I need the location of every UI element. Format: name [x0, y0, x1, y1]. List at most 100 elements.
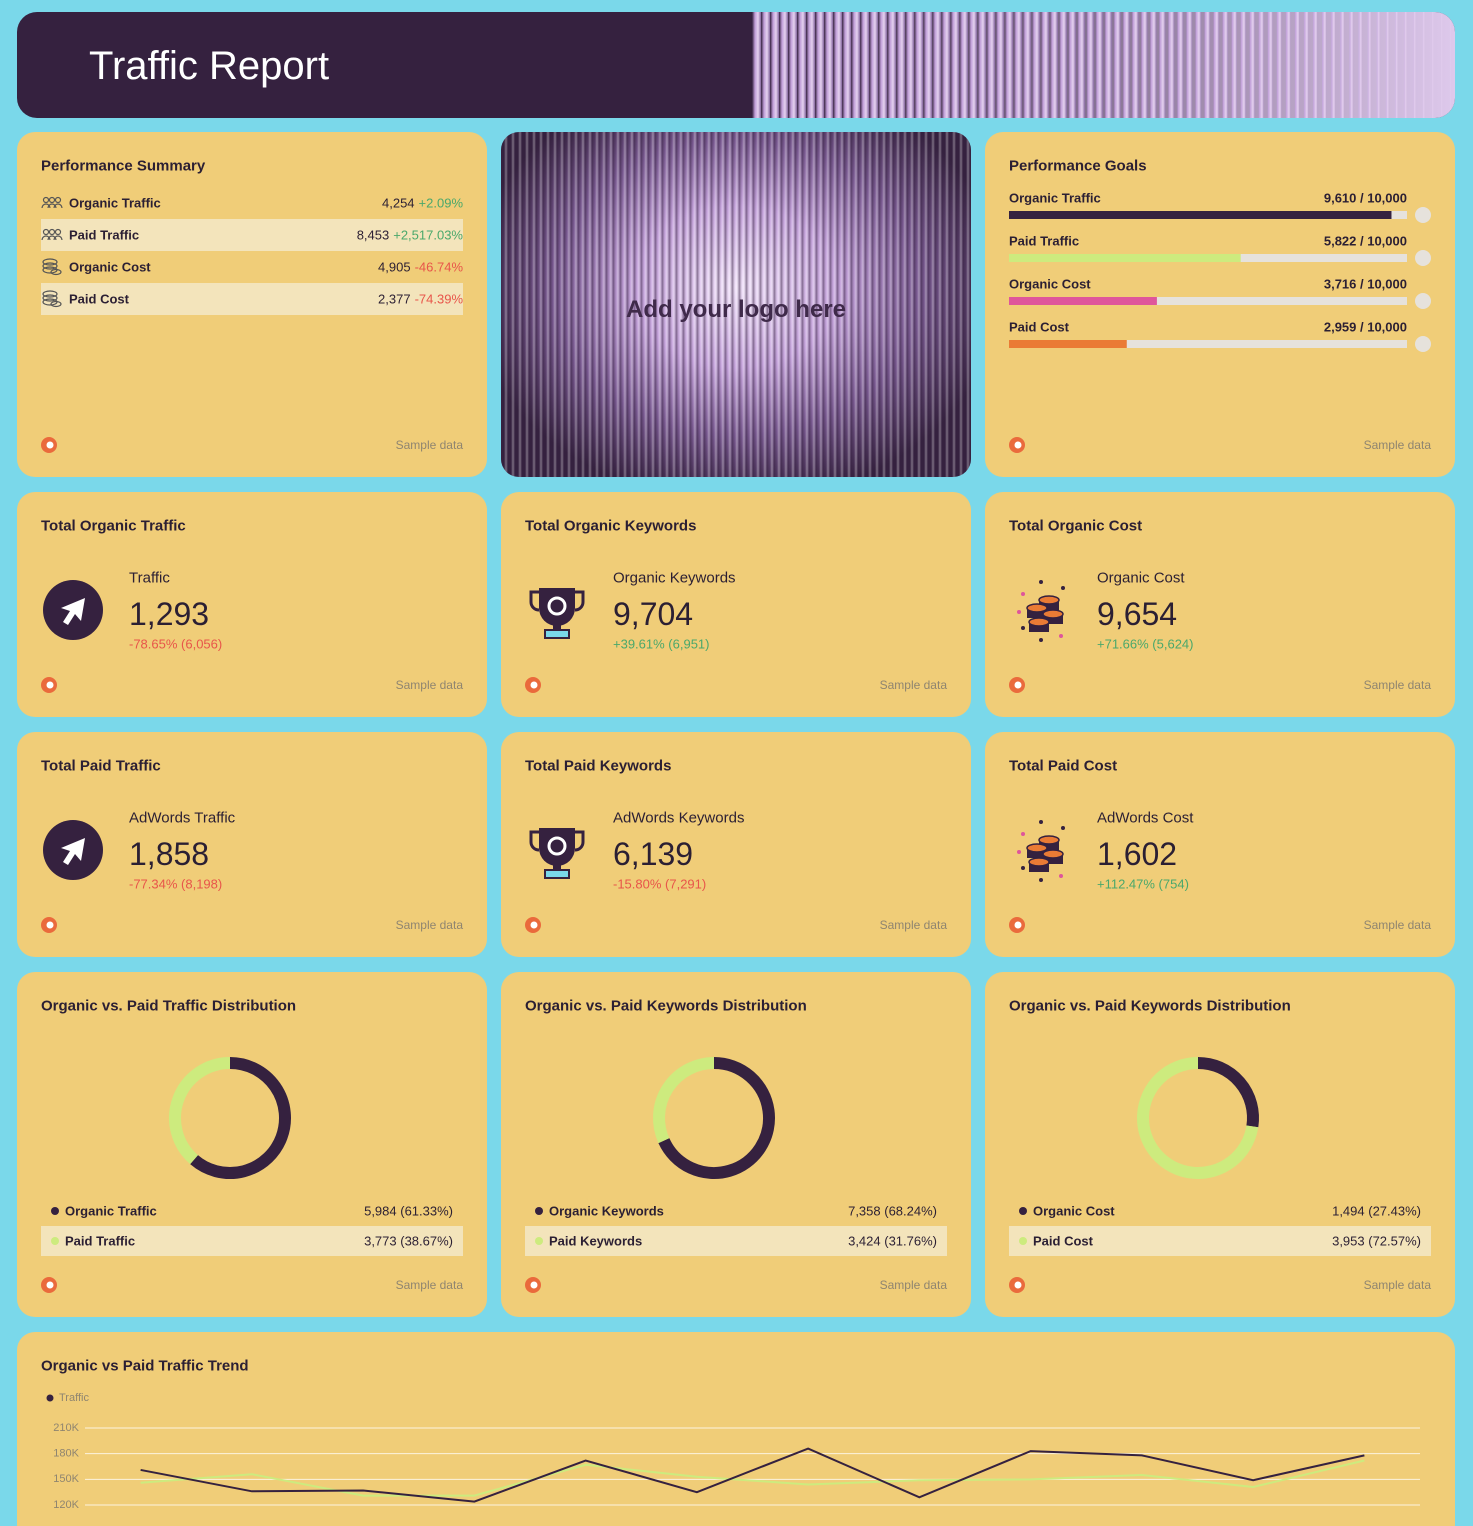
- kpi-metric: AdWords Cost: [1097, 809, 1194, 827]
- goal-marker: [1415, 336, 1431, 352]
- icon-coins: [1029, 862, 1049, 872]
- y-tick-label: 120K: [53, 1499, 79, 1511]
- icon-trophy-ring: [547, 836, 567, 856]
- legend-dot: [1019, 1207, 1027, 1215]
- header-title: Traffic Report: [89, 44, 330, 88]
- icon-coin-top: [1042, 849, 1064, 859]
- graphic: [1137, 1057, 1259, 1179]
- goal-value: 3,716 / 10,000: [1323, 276, 1407, 292]
- icon-coin-top: [1028, 617, 1050, 627]
- source-icon-eye: [530, 681, 538, 689]
- graphic: [1009, 437, 1025, 453]
- kpi-metric: Traffic: [129, 569, 170, 587]
- kpi-metric: AdWords Traffic: [129, 809, 236, 827]
- graphic: [653, 1057, 775, 1179]
- graphic: [41, 917, 57, 933]
- people-icon: [41, 235, 51, 241]
- row-change: +2,517.03%: [393, 227, 463, 243]
- people-icon: [54, 196, 62, 204]
- graphic: [1017, 820, 1065, 882]
- row-label: Paid Cost: [69, 291, 129, 307]
- graphic: [529, 828, 585, 879]
- goal-label: Organic Traffic: [1009, 190, 1101, 206]
- row-label: Paid Traffic: [69, 227, 140, 243]
- icon-trophy-handles: [529, 830, 585, 852]
- coin-icon: [50, 300, 62, 308]
- goal-bar: [1009, 340, 1127, 348]
- footer-note: Sample data: [395, 918, 463, 932]
- coin-icon: [42, 294, 58, 302]
- series-line: [140, 1447, 1365, 1503]
- icon-arrow: [61, 838, 85, 865]
- icon-coins: [1027, 608, 1047, 618]
- y-tick-label: 210K: [53, 1422, 79, 1434]
- graphic: [42, 258, 62, 276]
- source-icon-eye: [46, 921, 54, 929]
- line-card: Organic vs Paid Traffic Trend Traffic 120K…: [17, 1332, 1455, 1526]
- icon-coins: [1039, 840, 1059, 850]
- donut-segment: [1197, 1057, 1259, 1128]
- kpi-change: -77.34% (8,198): [129, 876, 223, 892]
- kpi-change: +71.66% (5,624): [1097, 636, 1194, 652]
- icon-trophy-handles: [529, 590, 585, 612]
- icon-coin-top: [1038, 835, 1060, 845]
- row-highlight: [41, 219, 463, 251]
- logo-card: Add your logo here: [501, 132, 971, 477]
- graphic: [41, 1277, 57, 1293]
- footer-note: Sample data: [1363, 678, 1431, 692]
- kpi-card: Total Paid Cost AdWords Cost 1,602 +112.47%…: [985, 732, 1455, 957]
- donut-segment: [653, 1057, 715, 1144]
- kpi-value: 1,602: [1097, 836, 1178, 872]
- icon-trophy-stem: [553, 864, 561, 870]
- graphic: [525, 917, 541, 933]
- graphic: [1017, 580, 1065, 642]
- icon-sparkle: [1021, 626, 1025, 630]
- legend-dot: [51, 1207, 59, 1215]
- footer-note: Sample data: [1363, 918, 1431, 932]
- legend-highlight: [525, 1226, 947, 1256]
- graphic: [43, 820, 103, 880]
- row-label: Organic Traffic: [69, 195, 161, 211]
- footer-note: Sample data: [1363, 438, 1431, 452]
- footer-note: Sample data: [395, 678, 463, 692]
- footer-note: Sample data: [879, 918, 947, 932]
- row-value: 4,254: [382, 195, 415, 211]
- icon-trophy-stem: [553, 624, 561, 630]
- legend-dot: [46, 1394, 54, 1402]
- goal-bar: [1009, 211, 1392, 219]
- icon-sparkle: [1017, 850, 1021, 854]
- people-icon: [53, 235, 63, 241]
- icon-coin-top: [1028, 857, 1050, 867]
- source-icon-eye: [530, 1281, 538, 1289]
- kpi-card: Total Organic Cost Organic Cost 9,654 +71.6…: [985, 492, 1455, 717]
- source-icon-eye: [46, 681, 54, 689]
- card-title: Total Paid Keywords: [525, 757, 672, 775]
- graphic: [1009, 1277, 1025, 1293]
- logo-texture: [501, 132, 971, 477]
- icon-coin-top: [1042, 609, 1064, 619]
- kpi-value: 1,293: [129, 596, 210, 632]
- icon-trophy-ring: [547, 596, 567, 616]
- icon-coins: [1027, 848, 1047, 858]
- graphic: [529, 588, 585, 639]
- graphic: [41, 677, 57, 693]
- graphic: [1019, 1207, 1027, 1215]
- kpi-metric: Organic Keywords: [613, 569, 736, 587]
- series-line: [140, 1459, 1365, 1497]
- footer-note: Sample data: [879, 1278, 947, 1292]
- icon-sparkle: [1039, 820, 1043, 824]
- people-icon: [42, 228, 50, 236]
- icon-sparkle: [1061, 826, 1065, 830]
- goal-marker: [1415, 207, 1431, 223]
- kpi-value: 9,654: [1097, 596, 1178, 632]
- donut-segment: [169, 1057, 231, 1165]
- coin-icon: [42, 258, 58, 266]
- people-icon: [53, 203, 63, 209]
- legend-label: Organic Cost: [1033, 1203, 1115, 1219]
- legend-dot: [535, 1207, 543, 1215]
- legend-value: 3,953 (72.57%): [1332, 1233, 1421, 1249]
- kpi-value: 9,704: [613, 596, 694, 632]
- goal-bar: [1009, 254, 1241, 262]
- goal-bar: [1009, 297, 1157, 305]
